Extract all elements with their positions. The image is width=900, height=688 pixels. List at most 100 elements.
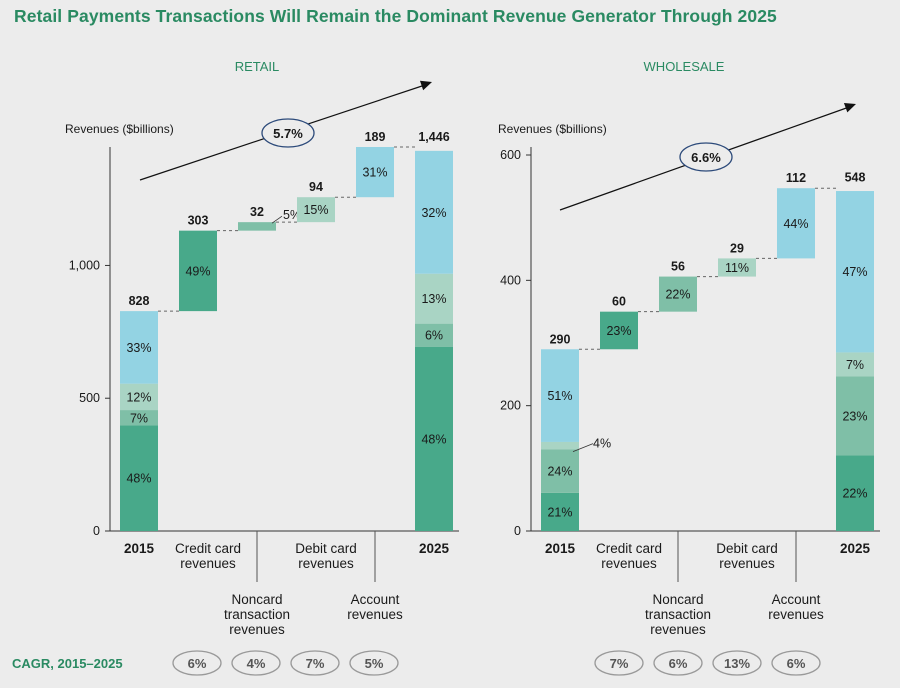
segment-cagr-value: 6% bbox=[188, 656, 207, 671]
category-label-line: Debit card bbox=[716, 541, 778, 556]
bar-increment-1 bbox=[179, 230, 217, 312]
category-label-line: 2015 bbox=[545, 541, 576, 556]
share-label: 24% bbox=[547, 465, 572, 479]
share-label: 7% bbox=[846, 358, 864, 372]
bar-segment-2025-2 bbox=[415, 273, 453, 324]
bar-segment-2025-0 bbox=[415, 346, 453, 531]
bar-segment-2015-2 bbox=[120, 383, 158, 411]
y-tick-label: 0 bbox=[514, 524, 521, 538]
bar-increment-2 bbox=[238, 222, 276, 231]
category-label-line: Noncard bbox=[231, 592, 282, 607]
increment-value-label: 303 bbox=[188, 214, 209, 228]
share-label: 4% bbox=[593, 437, 611, 451]
total-value-label: 548 bbox=[845, 171, 866, 185]
share-label: 51% bbox=[547, 389, 572, 403]
category-label-line: revenues bbox=[719, 556, 775, 571]
category-label-line: revenues bbox=[347, 607, 403, 622]
bar-segment-2015-0 bbox=[541, 492, 579, 531]
share-label: 13% bbox=[421, 292, 446, 306]
category-label-line: revenues bbox=[298, 556, 354, 571]
segment-cagr-pill bbox=[231, 650, 281, 676]
segment-cagr-pill bbox=[172, 650, 222, 676]
share-label: 7% bbox=[130, 411, 148, 425]
y-tick-label: 600 bbox=[500, 148, 521, 162]
share-label: 32% bbox=[421, 206, 446, 220]
share-label: 11% bbox=[725, 261, 749, 275]
bar-increment-3 bbox=[718, 258, 756, 277]
category-label-line: 2025 bbox=[840, 541, 871, 556]
category-label-line: Account bbox=[772, 592, 821, 607]
panel-retail: RETAIL Revenues ($billions) 0 500 1,000 48% 7%… bbox=[65, 59, 459, 676]
bar-segment-2015-1 bbox=[120, 410, 158, 426]
category-label-line: revenues bbox=[650, 622, 706, 637]
category-label-line: Debit card bbox=[295, 541, 357, 556]
share-label: 22% bbox=[842, 487, 867, 501]
overall-cagr-value: 5.7% bbox=[273, 126, 303, 141]
total-value-label: 1,446 bbox=[418, 130, 449, 144]
segment-cagr-value: 5% bbox=[365, 656, 384, 671]
y-tick-label: 200 bbox=[500, 399, 521, 413]
segment-cagr-value: 6% bbox=[669, 656, 688, 671]
share-label: 33% bbox=[126, 341, 151, 355]
bar-increment-1 bbox=[600, 311, 638, 350]
overall-cagr-ellipse bbox=[679, 142, 733, 172]
increment-value-label: 189 bbox=[365, 130, 386, 144]
increment-value-label: 29 bbox=[730, 241, 744, 255]
bar-increment-4 bbox=[777, 188, 815, 259]
chart-title: Retail Payments Transactions Will Remain… bbox=[14, 6, 777, 26]
category-label-line: revenues bbox=[768, 607, 824, 622]
bar-increment-2 bbox=[659, 276, 697, 312]
share-label: 12% bbox=[126, 390, 151, 404]
segment-cagr-pill bbox=[349, 650, 399, 676]
bar-increment-3 bbox=[297, 197, 335, 223]
category-label-line: Credit card bbox=[596, 541, 662, 556]
overall-cagr-ellipse bbox=[261, 118, 315, 148]
bar-segment-2025-3 bbox=[836, 191, 874, 353]
bar-increment-4 bbox=[356, 147, 394, 198]
share-label: 44% bbox=[783, 217, 808, 231]
bar-segment-2015-0 bbox=[120, 425, 158, 531]
segment-cagr-pill bbox=[653, 650, 703, 676]
segment-cagr-value: 7% bbox=[610, 656, 629, 671]
overall-cagr-value: 6.6% bbox=[691, 150, 721, 165]
total-value-label: 828 bbox=[129, 294, 150, 308]
increment-value-label: 60 bbox=[612, 295, 626, 309]
cagr-row-label: CAGR, 2015–2025 bbox=[12, 656, 123, 671]
increment-value-label: 94 bbox=[309, 180, 323, 194]
total-value-label: 290 bbox=[550, 332, 571, 346]
segment-cagr-pill bbox=[712, 650, 762, 676]
category-label-line: transaction bbox=[645, 607, 711, 622]
segment-cagr-pill bbox=[771, 650, 821, 676]
category-label-line: revenues bbox=[229, 622, 285, 637]
category-label-line: 2015 bbox=[124, 541, 155, 556]
segment-cagr-pill bbox=[290, 650, 340, 676]
segment-cagr-value: 7% bbox=[306, 656, 325, 671]
y-tick-label: 400 bbox=[500, 273, 521, 287]
segment-cagr-pill bbox=[594, 650, 644, 676]
trend-arrow-head bbox=[419, 80, 432, 91]
segment-cagr-value: 6% bbox=[787, 656, 806, 671]
bar-segment-2025-1 bbox=[836, 376, 874, 456]
increment-value-label: 56 bbox=[671, 260, 685, 274]
bar-segment-2015-3 bbox=[541, 349, 579, 442]
category-label-line: Credit card bbox=[175, 541, 241, 556]
panel-wholesale: WHOLESALE Revenues ($billions) 0 200 400 600 2… bbox=[498, 59, 880, 676]
bar-segment-2025-0 bbox=[836, 455, 874, 531]
y-axis-label: Revenues ($billions) bbox=[65, 122, 174, 136]
category-label-line: revenues bbox=[180, 556, 236, 571]
y-tick-label: 1,000 bbox=[69, 258, 100, 272]
share-label: 21% bbox=[547, 505, 572, 519]
share-label: 49% bbox=[185, 264, 210, 278]
bar-segment-2025-2 bbox=[836, 352, 874, 377]
y-tick-label: 500 bbox=[79, 391, 100, 405]
share-label: 31% bbox=[362, 166, 387, 180]
trend-arrow-head bbox=[843, 103, 856, 113]
category-label-line: Noncard bbox=[652, 592, 703, 607]
category-label-line: revenues bbox=[601, 556, 657, 571]
share-label: 48% bbox=[126, 472, 151, 486]
share-label: 6% bbox=[425, 329, 443, 343]
share-label: 23% bbox=[842, 409, 867, 423]
share-label: 23% bbox=[606, 324, 631, 338]
bar-segment-2015-2 bbox=[541, 441, 579, 450]
bar-segment-2015-1 bbox=[541, 449, 579, 493]
